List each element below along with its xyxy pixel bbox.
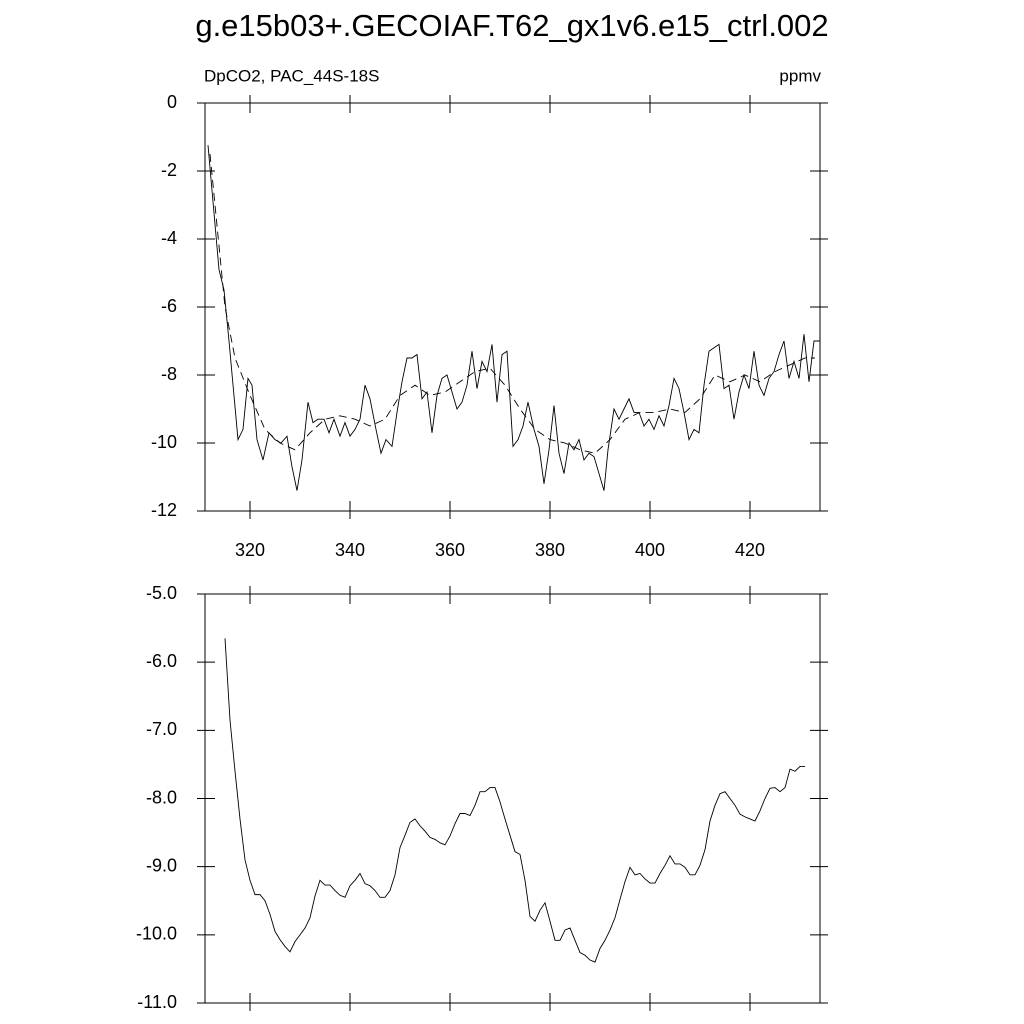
y-tick-label: -8	[161, 364, 177, 384]
x-tick-label: 340	[335, 540, 365, 560]
x-tick-label: 380	[535, 540, 565, 560]
y-tick-label: -11.0	[137, 992, 177, 1012]
x-tick-label: 360	[435, 540, 465, 560]
x-tick-label: 420	[735, 540, 765, 560]
y-tick-label: -10	[151, 432, 177, 452]
y-tick-label: -12	[151, 500, 177, 520]
y-tick-label: 0	[167, 92, 177, 112]
plot-frame	[204, 593, 821, 1004]
x-tick-label: 320	[235, 540, 265, 560]
plot-frame	[204, 102, 821, 512]
y-tick-label: -9.0	[146, 855, 177, 875]
chart-title: g.e15b03+.GECOIAF.T62_gx1v6.e15_ctrl.002	[195, 8, 828, 43]
y-tick-label: -10.0	[136, 924, 177, 944]
subtitle-left: DpCO2, PAC_44S-18S	[204, 66, 379, 85]
y-tick-label: -4	[161, 228, 177, 248]
series-line	[209, 153, 815, 454]
y-tick-label: -6.0	[146, 651, 177, 671]
subtitle-right: ppmv	[779, 66, 821, 85]
y-tick-label: -2	[161, 160, 177, 180]
series-line	[224, 638, 805, 963]
y-tick-label: -7.0	[146, 719, 177, 739]
y-tick-label: -5.0	[146, 583, 177, 603]
x-tick-label: 400	[635, 540, 665, 560]
y-tick-label: -6	[161, 296, 177, 316]
series-line	[207, 145, 820, 491]
y-tick-label: -8.0	[146, 787, 177, 807]
